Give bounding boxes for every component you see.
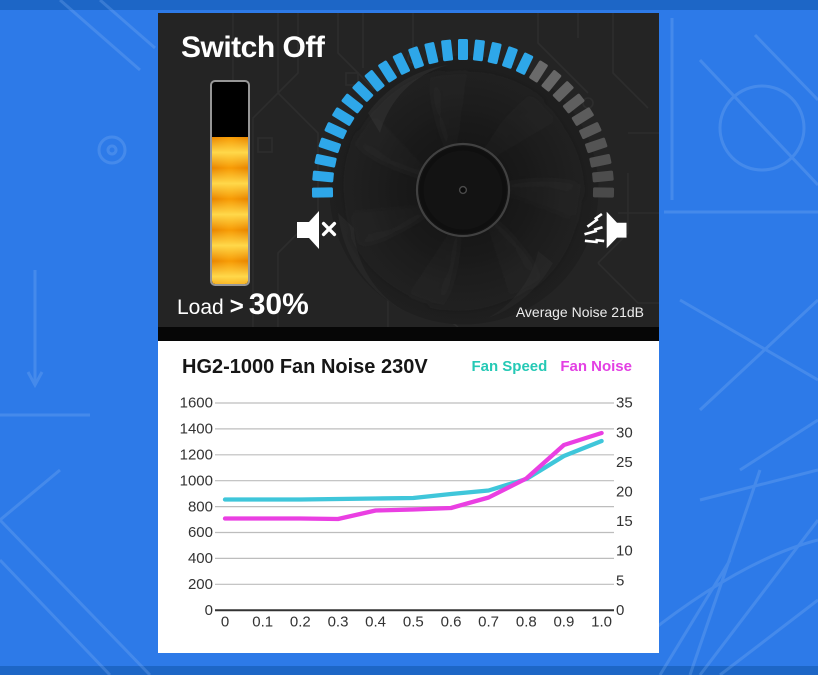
svg-text:1.0: 1.0 [591, 614, 612, 631]
svg-text:0.2: 0.2 [290, 614, 311, 631]
svg-text:30: 30 [616, 424, 633, 441]
svg-text:15: 15 [616, 513, 633, 530]
svg-text:0: 0 [205, 602, 213, 619]
svg-text:1400: 1400 [180, 421, 213, 438]
svg-text:0.6: 0.6 [441, 614, 462, 631]
svg-text:800: 800 [188, 498, 213, 515]
svg-text:0.1: 0.1 [252, 614, 273, 631]
svg-text:600: 600 [188, 524, 213, 541]
svg-text:1000: 1000 [180, 472, 213, 489]
svg-text:20: 20 [616, 484, 633, 501]
svg-text:1600: 1600 [180, 395, 213, 412]
svg-text:200: 200 [188, 576, 213, 593]
svg-text:0.9: 0.9 [553, 614, 574, 631]
svg-text:5: 5 [616, 572, 624, 589]
svg-text:0: 0 [221, 614, 229, 631]
svg-text:400: 400 [188, 550, 213, 567]
svg-text:0: 0 [616, 602, 624, 619]
svg-text:0.7: 0.7 [478, 614, 499, 631]
svg-text:25: 25 [616, 454, 633, 471]
svg-text:0.4: 0.4 [365, 614, 386, 631]
svg-text:0.8: 0.8 [516, 614, 537, 631]
svg-text:0.3: 0.3 [328, 614, 349, 631]
svg-text:10: 10 [616, 543, 633, 560]
svg-text:0.5: 0.5 [403, 614, 424, 631]
svg-text:1200: 1200 [180, 447, 213, 464]
svg-text:35: 35 [616, 395, 633, 412]
